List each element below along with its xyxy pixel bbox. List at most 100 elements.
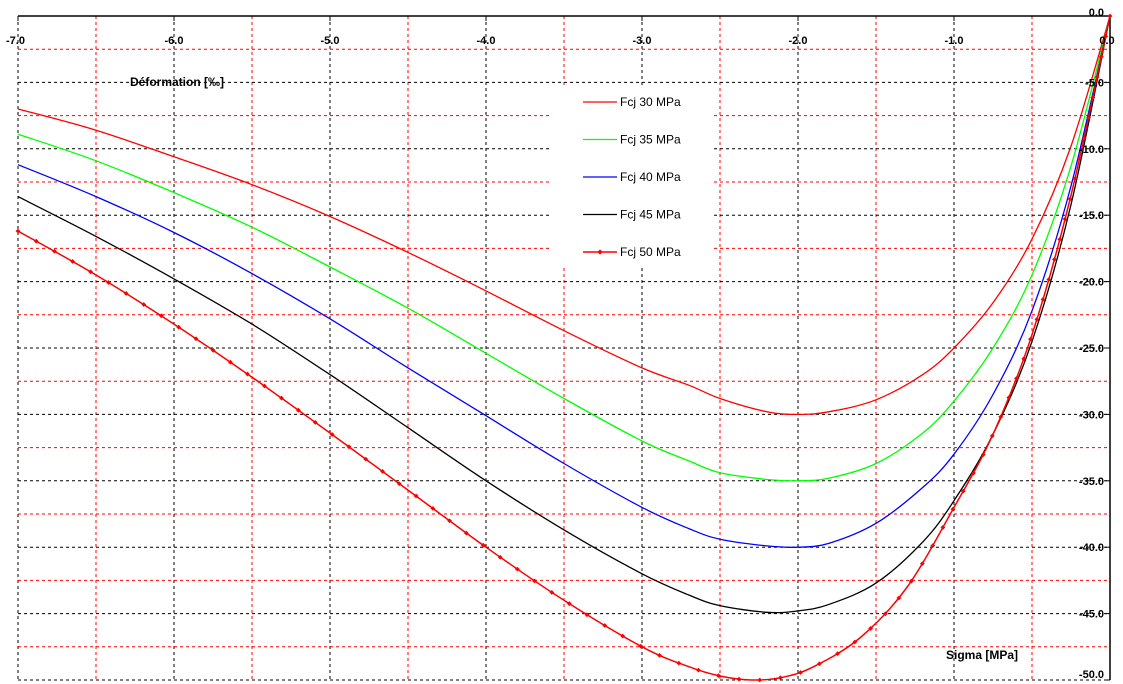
y-tick-label: -40.0	[1079, 542, 1104, 554]
series-marker	[940, 525, 946, 530]
series-marker	[123, 291, 129, 296]
series-marker	[998, 414, 1004, 420]
legend-item-5: Fcj 50 MPa	[583, 245, 681, 259]
series-marker	[919, 561, 925, 567]
y-tick-label: -45.0	[1079, 609, 1104, 621]
x-tick-label: 0.0	[1099, 35, 1114, 47]
series-marker	[413, 493, 419, 499]
x-tick-label: -5.0	[321, 35, 340, 47]
series-marker	[1086, 115, 1091, 121]
series-marker	[696, 667, 701, 673]
series-marker	[463, 530, 469, 536]
legend-item-3: Fcj 40 MPa	[583, 170, 681, 184]
y-tick-label: 0.0	[1089, 7, 1104, 19]
y-tick-label: -25.0	[1079, 343, 1104, 355]
series-marker	[106, 280, 111, 285]
series-marker	[989, 433, 995, 439]
series-marker	[380, 469, 385, 474]
series-marker	[566, 601, 572, 607]
series-marker	[245, 371, 250, 377]
legend-label: Fcj 30 MPa	[620, 95, 681, 109]
y-tick-label: -10.0	[1079, 144, 1104, 156]
series-marker	[176, 324, 182, 330]
series-marker	[1028, 336, 1033, 342]
series-marker	[262, 383, 267, 389]
x-tick-label: -1.0	[945, 35, 964, 47]
series-marker	[602, 623, 608, 628]
series-marker	[1099, 54, 1104, 60]
series-marker	[908, 578, 914, 584]
legend-item-4: Fcj 45 MPa	[583, 208, 681, 222]
y-axis-title: Sigma [MPa]	[946, 648, 1018, 662]
series-marker	[295, 407, 301, 413]
series-marker	[1090, 95, 1096, 100]
series-marker	[960, 488, 966, 494]
series-marker	[15, 228, 21, 234]
series-marker	[896, 595, 902, 601]
series-marker	[480, 542, 486, 548]
series-marker	[1034, 316, 1040, 322]
series-marker	[852, 639, 858, 645]
legend-marker	[597, 249, 603, 255]
series-marker	[882, 611, 888, 617]
x-tick-label: -3.0	[633, 35, 652, 47]
series-marker	[532, 578, 537, 584]
series-line-3	[17, 15, 1111, 548]
legend-label: Fcj 45 MPa	[620, 208, 681, 222]
x-tick-label: -6.0	[165, 35, 184, 47]
series-marker	[584, 612, 590, 618]
axes	[17, 15, 1111, 681]
series-marker	[1081, 135, 1087, 141]
series-marker	[817, 661, 822, 667]
series-marker	[1057, 236, 1063, 242]
x-tick-label: -2.0	[789, 35, 808, 47]
series-marker	[1046, 277, 1052, 282]
series-marker	[736, 676, 742, 682]
series-marker	[1052, 257, 1057, 262]
series-marker	[88, 269, 94, 275]
series-marker	[52, 248, 57, 254]
y-tick-label: -50.0	[1079, 669, 1104, 681]
x-axis-title: Déformation [‰]	[130, 75, 224, 89]
series-marker	[1072, 176, 1078, 182]
series-marker	[676, 660, 682, 666]
series-marker	[158, 313, 164, 319]
series-marker	[1006, 395, 1012, 401]
series-marker	[716, 673, 721, 679]
series-marker	[227, 359, 233, 365]
series-marker	[279, 395, 284, 401]
series-group	[15, 13, 1113, 683]
legend-label: Fcj 50 MPa	[620, 245, 681, 259]
series-marker	[1014, 375, 1019, 381]
series-marker	[798, 670, 803, 675]
series-marker	[1021, 356, 1027, 362]
series-marker	[549, 590, 555, 595]
series-marker	[980, 452, 986, 458]
series-marker	[193, 336, 199, 342]
legend-item-2: Fcj 35 MPa	[583, 133, 681, 147]
series-marker	[1067, 196, 1073, 202]
y-tick-label: -15.0	[1079, 210, 1104, 222]
series-marker	[1077, 156, 1082, 161]
legend-label: Fcj 40 MPa	[620, 170, 681, 184]
series-marker	[346, 444, 352, 450]
series-marker	[141, 302, 147, 307]
series-marker	[620, 633, 626, 639]
tick-labels: -7.0 -6.0 -5.0 -4.0 -3.0 -2.0 -1.0 0.0 0.0 -5.0 -1…	[6, 7, 1115, 681]
series-line-2	[17, 15, 1111, 482]
series-marker	[447, 518, 452, 524]
y-tick-label: -35.0	[1079, 476, 1104, 488]
legend-label: Fcj 35 MPa	[620, 133, 681, 147]
series-marker	[396, 481, 402, 487]
series-marker	[1040, 297, 1046, 302]
y-tick-label: -5.0	[1085, 77, 1104, 89]
y-tick-label: -30.0	[1079, 409, 1104, 421]
series-marker	[430, 505, 436, 511]
series-marker	[1103, 33, 1109, 39]
series-marker	[657, 652, 662, 658]
series-marker	[930, 543, 936, 548]
series-marker	[757, 677, 763, 683]
legend-item-1: Fcj 30 MPa	[583, 95, 681, 109]
